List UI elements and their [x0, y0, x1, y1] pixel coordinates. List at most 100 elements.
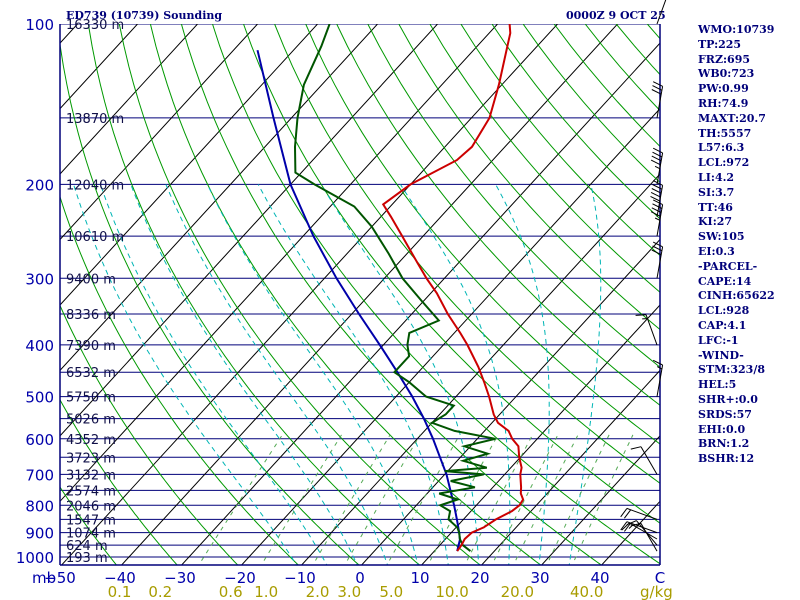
mixing-ratio-line — [344, 434, 421, 565]
mixing-ratio-line — [386, 434, 461, 565]
mixing-ratio-line — [464, 434, 534, 565]
height-label: 3723 m — [66, 451, 116, 466]
index-line: HEL:5 — [698, 378, 737, 392]
index-line: LI:4.2 — [698, 170, 735, 184]
moist-adiabat-line — [495, 184, 550, 565]
mixing-ratio-line — [546, 434, 610, 565]
index-line: CAPE:14 — [698, 274, 752, 288]
isotherm-line — [180, 42, 660, 565]
moist-adiabat-line — [207, 184, 419, 565]
height-label: 5750 m — [66, 391, 116, 406]
dry-adiabat-line — [60, 304, 239, 565]
pressure-tick-label: 700 — [25, 466, 54, 484]
index-line: WB0:723 — [698, 67, 755, 81]
index-line: L57:6.3 — [698, 141, 745, 155]
height-label: 1074 m — [66, 527, 116, 542]
wind-barb — [635, 314, 658, 346]
temperature-tick-label: −50 — [44, 569, 76, 587]
dry-adiabat-line — [180, 24, 603, 565]
mixing-ratio-line — [512, 434, 579, 565]
dry-adiabat-line — [118, 24, 481, 565]
wind-barb — [630, 446, 658, 475]
isotherm-line — [240, 107, 660, 565]
height-label: 8336 m — [66, 308, 116, 323]
dewpoint-profile-line — [293, 24, 496, 552]
dry-adiabat-line — [60, 486, 118, 565]
height-label: 7390 m — [66, 339, 116, 354]
mixing-ratio-unit-label: g/kg — [640, 583, 673, 600]
index-line: -WIND- — [698, 348, 744, 362]
index-line: BSHR:12 — [698, 452, 755, 466]
height-label: 4352 m — [66, 433, 116, 448]
temperature-tick-label: −30 — [164, 569, 196, 587]
wind-barb — [656, 0, 667, 25]
height-label: 2046 m — [66, 499, 116, 514]
moist-adiabat-line — [320, 184, 480, 565]
height-label: 624 m — [66, 539, 108, 554]
temperature-profile-line — [381, 24, 525, 552]
mixing-ratio-tick-label: 2.0 — [306, 583, 330, 600]
moist-adiabat-line — [399, 184, 511, 565]
dry-adiabat-line — [398, 24, 660, 331]
isotherm-line — [60, 24, 499, 503]
dry-adiabat-line — [60, 398, 178, 565]
chart-title-time: 0000Z 9 OCT 25 — [566, 9, 666, 22]
dry-adiabat-line — [305, 24, 660, 445]
temperature-tick-label: −10 — [284, 569, 316, 587]
mixing-ratio-tick-label: 40.0 — [570, 583, 603, 600]
wind-barb — [650, 199, 664, 237]
index-line: TH:5557 — [698, 126, 752, 140]
isotherm-line — [480, 369, 660, 565]
dry-adiabat-line — [460, 24, 660, 257]
index-line: CINH:65622 — [698, 289, 775, 303]
index-line: FRZ:695 — [698, 52, 751, 66]
moist-adiabat-line — [568, 184, 602, 565]
height-label: 2574 m — [66, 484, 116, 499]
mixing-ratio-tick-label: 0.2 — [148, 583, 172, 600]
isotherm-line — [540, 435, 660, 565]
height-label: 16330 m — [66, 18, 124, 33]
temperature-tick-label: −40 — [104, 569, 136, 587]
dry-adiabat-line — [367, 24, 660, 368]
temperature-tick-label: 10 — [410, 569, 429, 587]
mixing-ratio-line — [312, 434, 391, 565]
index-line: BRN:1.2 — [698, 437, 750, 451]
mixing-ratio-tick-label: 1.0 — [254, 583, 278, 600]
dry-adiabat-line — [212, 24, 660, 565]
index-line: SHR+:0.0 — [698, 392, 758, 406]
wind-barb — [620, 507, 658, 520]
index-line: SI:3.7 — [698, 185, 735, 199]
index-line: EHI:0.0 — [698, 422, 746, 436]
dry-adiabat-line — [274, 24, 660, 484]
height-label: 9400 m — [66, 272, 116, 287]
pressure-tick-label: 100 — [25, 16, 54, 34]
pressure-tick-label: 800 — [25, 497, 54, 515]
index-line: TT:46 — [698, 200, 733, 214]
isotherm-line — [60, 24, 319, 306]
dry-adiabat-line — [429, 24, 660, 293]
stability-indices-panel: WMO:10739 TP:225 FRZ:695 WB0:723 PW:0.99 RH:7… — [698, 23, 798, 467]
pressure-tick-label: 600 — [25, 431, 54, 449]
mixing-ratio-tick-label: 0.6 — [219, 583, 243, 600]
wind-barb — [650, 180, 664, 217]
mixing-ratio-tick-label: 5.0 — [379, 583, 403, 600]
wind-barb — [620, 521, 658, 534]
isotherm-line — [420, 304, 660, 565]
pressure-axis-label: mb — [32, 569, 56, 587]
mixing-ratio-tick-label: 20.0 — [501, 583, 534, 600]
isotherm-line — [60, 24, 439, 437]
index-line: STM:323/8 — [698, 363, 765, 377]
mixing-ratio-line — [198, 434, 283, 565]
pressure-tick-label: 300 — [25, 270, 54, 288]
wind-barb — [650, 147, 664, 185]
index-line: LCL:928 — [698, 304, 750, 318]
index-line: SRDS:57 — [698, 407, 752, 421]
height-label: 1547 m — [66, 513, 116, 528]
wind-barb — [651, 81, 664, 118]
chart-title-station: ED739 (10739) Sounding — [66, 9, 223, 22]
mixing-ratio-line — [427, 434, 499, 565]
height-label: 5026 m — [66, 413, 116, 428]
pressure-tick-label: 1000 — [16, 549, 54, 567]
